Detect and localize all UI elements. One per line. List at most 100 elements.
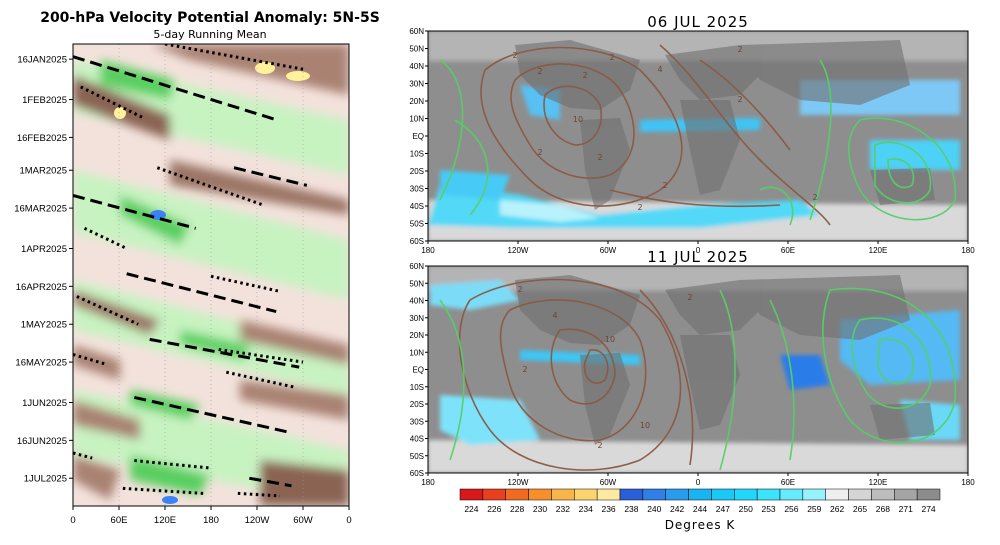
contour-label: 2 xyxy=(637,203,642,212)
colorbar-tick-label: 240 xyxy=(647,504,661,514)
lat-tick-label: 10N xyxy=(409,115,424,124)
hovmoller-field xyxy=(73,44,349,506)
colorbar-swatch xyxy=(665,488,689,501)
dashed-phase-line-2 xyxy=(126,272,277,314)
colorbar: 224 226 228 230 232 234 236 238 240 242 244 247 250 2… xyxy=(459,488,941,514)
lon-tick-label: 60W xyxy=(600,478,617,487)
map-2-field: 2 4 10 10 2 2 2 xyxy=(428,266,968,473)
colorbar-tick-label: 271 xyxy=(899,504,913,514)
lon-tick-label: 60W xyxy=(600,246,617,255)
contour-label: 2 xyxy=(687,293,692,302)
lon-tick-label: 180 xyxy=(421,478,435,487)
colorbar-swatch xyxy=(734,488,758,501)
date-tick-label: 1MAY2025 xyxy=(21,320,67,331)
lat-tick-label: 60N xyxy=(409,262,424,271)
contour-label: 2 xyxy=(597,441,602,450)
contour-label: 2 xyxy=(662,181,667,190)
date-tick-label: 16MAR2025 xyxy=(14,204,67,215)
lat-tick-label: EQ xyxy=(412,132,424,141)
lat-tick-label: 30S xyxy=(410,185,424,194)
lat-tick-label: 60S xyxy=(410,237,424,246)
contour-label: 4 xyxy=(657,65,662,74)
hovmoller-subtitle: 5-day Running Mean xyxy=(153,28,266,41)
colorbar-tick-label: 226 xyxy=(487,504,501,514)
lat-tick-label: 40S xyxy=(410,202,424,211)
colorbar-swatch xyxy=(756,488,781,501)
colorbar-tick-label: 247 xyxy=(716,504,730,514)
lon-tick-label: 60E xyxy=(781,246,795,255)
hovmoller-phase-lines xyxy=(73,44,308,498)
lat-tick-label: 20N xyxy=(409,331,424,340)
lon-tick-label: 180 xyxy=(961,478,975,487)
dotted-phase-line-3 xyxy=(83,226,128,250)
contour-label: 10 xyxy=(605,335,615,344)
date-tick-label: 1APR2025 xyxy=(21,244,67,255)
contour-label: 2 xyxy=(812,193,817,202)
colorbar-tick-label: 228 xyxy=(510,504,524,514)
lat-tick-label: 40S xyxy=(410,435,424,444)
map-2-lat-axis: 60N 50N 40N 30N 20N 10N EQ 10S 20S 30S 40S 50S 60S xyxy=(409,262,428,478)
colorbar-tick-label: 259 xyxy=(807,504,821,514)
lon-tick-label: 60E xyxy=(111,515,128,526)
dotted-phase-line-12 xyxy=(237,491,281,498)
lat-tick-label: 10S xyxy=(410,150,424,159)
map-2-contour-labels: 2 4 10 10 2 2 2 xyxy=(517,285,692,450)
colorbar-tick-label: 236 xyxy=(601,504,615,514)
dashed-phase-line-6 xyxy=(249,476,292,488)
contour-label: 2 xyxy=(522,365,527,374)
colorbar-tick-label: 234 xyxy=(579,504,593,514)
date-tick-label: 16APR2025 xyxy=(16,282,67,293)
colorbar-swatch xyxy=(459,488,484,501)
colorbar-swatch xyxy=(711,488,735,501)
map-1-lon-axis: 180 120W 60W 0 60E 120E 180 xyxy=(421,241,975,255)
lon-tick-label: 120E xyxy=(869,246,888,255)
colorbar-tick-label: 256 xyxy=(784,504,798,514)
colorbar-tick-label: 232 xyxy=(556,504,570,514)
contour-label: 2 xyxy=(737,95,742,104)
colorbar-swatch xyxy=(619,488,644,501)
dashed-phase-line-1 xyxy=(73,194,197,230)
dotted-phase-line-5 xyxy=(76,295,139,326)
dotted-phase-line-11 xyxy=(122,486,204,495)
lon-tick-label: 180 xyxy=(961,246,975,255)
lat-tick-label: 60S xyxy=(410,469,424,478)
lat-tick-label: EQ xyxy=(412,366,424,375)
map-panel-1: 06 JUL 2025 xyxy=(409,13,975,255)
contour-label: 4 xyxy=(552,311,557,320)
dashed-phase-line-5 xyxy=(233,166,308,187)
colorbar-tick-label: 274 xyxy=(921,504,935,514)
map-1-contour-labels: 2 2 2 2 4 10 2 2 2 2 2 2 2 xyxy=(512,45,817,212)
colorbar-swatch xyxy=(574,488,598,501)
lat-tick-label: 50S xyxy=(410,452,424,461)
lon-tick-label: 120W xyxy=(508,478,529,487)
date-tick-label: 16JUN2025 xyxy=(17,436,67,447)
date-tick-label: 16MAY2025 xyxy=(15,358,67,369)
lon-tick-label: 0 xyxy=(696,478,701,487)
contour-label: 2 xyxy=(512,51,517,60)
contour-label: 2 xyxy=(597,153,602,162)
lon-tick-label: 0 xyxy=(696,246,701,255)
date-tick-label: 1FEB2025 xyxy=(22,95,67,106)
contour-label: 2 xyxy=(537,67,542,76)
lat-tick-label: 40N xyxy=(409,62,424,71)
lon-tick-label: 60W xyxy=(293,515,313,526)
colorbar-tick-label: 242 xyxy=(670,504,684,514)
contour-label: 2 xyxy=(537,148,542,157)
colorbar-tick-label: 268 xyxy=(876,504,890,514)
lon-tick-label: 0 xyxy=(70,515,75,526)
lat-tick-label: 50N xyxy=(409,279,424,288)
map-2-lon-axis: 180 120W 60W 0 60E 120E 180 xyxy=(421,473,975,487)
colorbar-tick-label: 244 xyxy=(693,504,707,514)
colorbar-label: Degrees K xyxy=(665,518,736,532)
lat-tick-label: 20S xyxy=(410,167,424,176)
contour-label: 2 xyxy=(737,45,742,54)
colorbar-swatch xyxy=(916,488,941,501)
colorbar-tick-label: 262 xyxy=(830,504,844,514)
colorbar-swatch xyxy=(779,488,804,501)
hovmoller-title: 200-hPa Velocity Potential Anomaly: 5N-5… xyxy=(40,10,380,26)
lat-tick-label: 40N xyxy=(409,297,424,306)
colorbar-swatch xyxy=(551,488,575,501)
colorbar-tick-label: 253 xyxy=(761,504,775,514)
colorbar-tick-label: 250 xyxy=(739,504,753,514)
